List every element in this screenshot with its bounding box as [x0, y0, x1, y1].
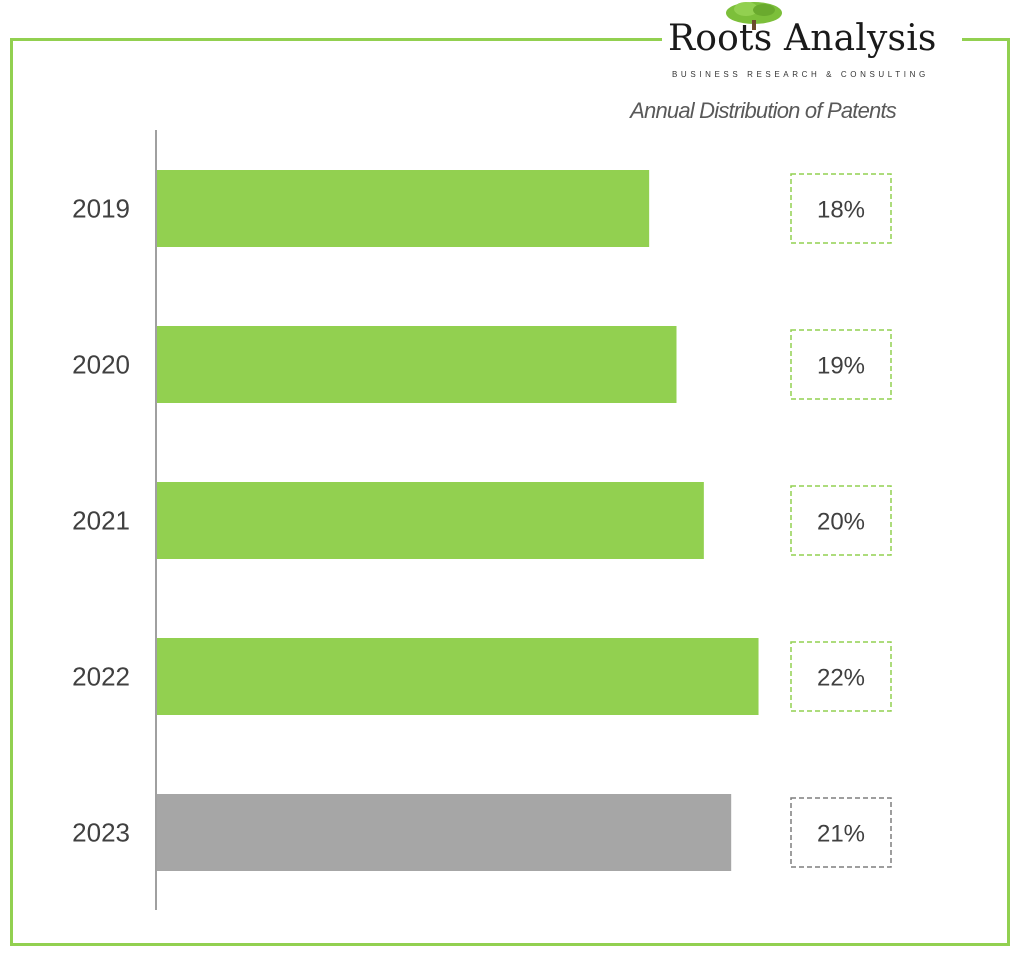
value-box-2021	[790, 485, 892, 556]
value-box-2019	[790, 173, 892, 244]
chart-title: Annual Distribution of Patents	[630, 98, 897, 123]
category-label-2019: 2019	[72, 194, 130, 224]
bar-2023	[157, 794, 732, 871]
bar-2021	[157, 482, 704, 559]
value-label-2020: 19%	[817, 353, 865, 380]
bar-2022	[157, 638, 759, 715]
value-label-2023: 21%	[817, 821, 865, 848]
tree-icon	[726, 2, 782, 30]
brand-logo: Roots Analysis BUSINESS RESEARCH & CONSU…	[662, 0, 962, 84]
category-label-2023: 2023	[72, 818, 130, 848]
brand-tagline: BUSINESS RESEARCH & CONSULTING	[672, 70, 929, 79]
bar-2020	[157, 326, 677, 403]
value-box-2022	[790, 641, 892, 712]
bar-2019	[157, 170, 650, 247]
value-label-2021: 20%	[817, 509, 865, 536]
category-label-2020: 2020	[72, 350, 130, 380]
chart-frame	[10, 38, 1010, 946]
value-label-2022: 22%	[817, 665, 865, 692]
category-label-2021: 2021	[72, 506, 130, 536]
category-label-2022: 2022	[72, 662, 130, 692]
value-label-2019: 18%	[817, 197, 865, 224]
value-box-2020	[790, 329, 892, 400]
brand-name: Roots Analysis	[668, 18, 937, 59]
value-box-2023	[790, 797, 892, 868]
